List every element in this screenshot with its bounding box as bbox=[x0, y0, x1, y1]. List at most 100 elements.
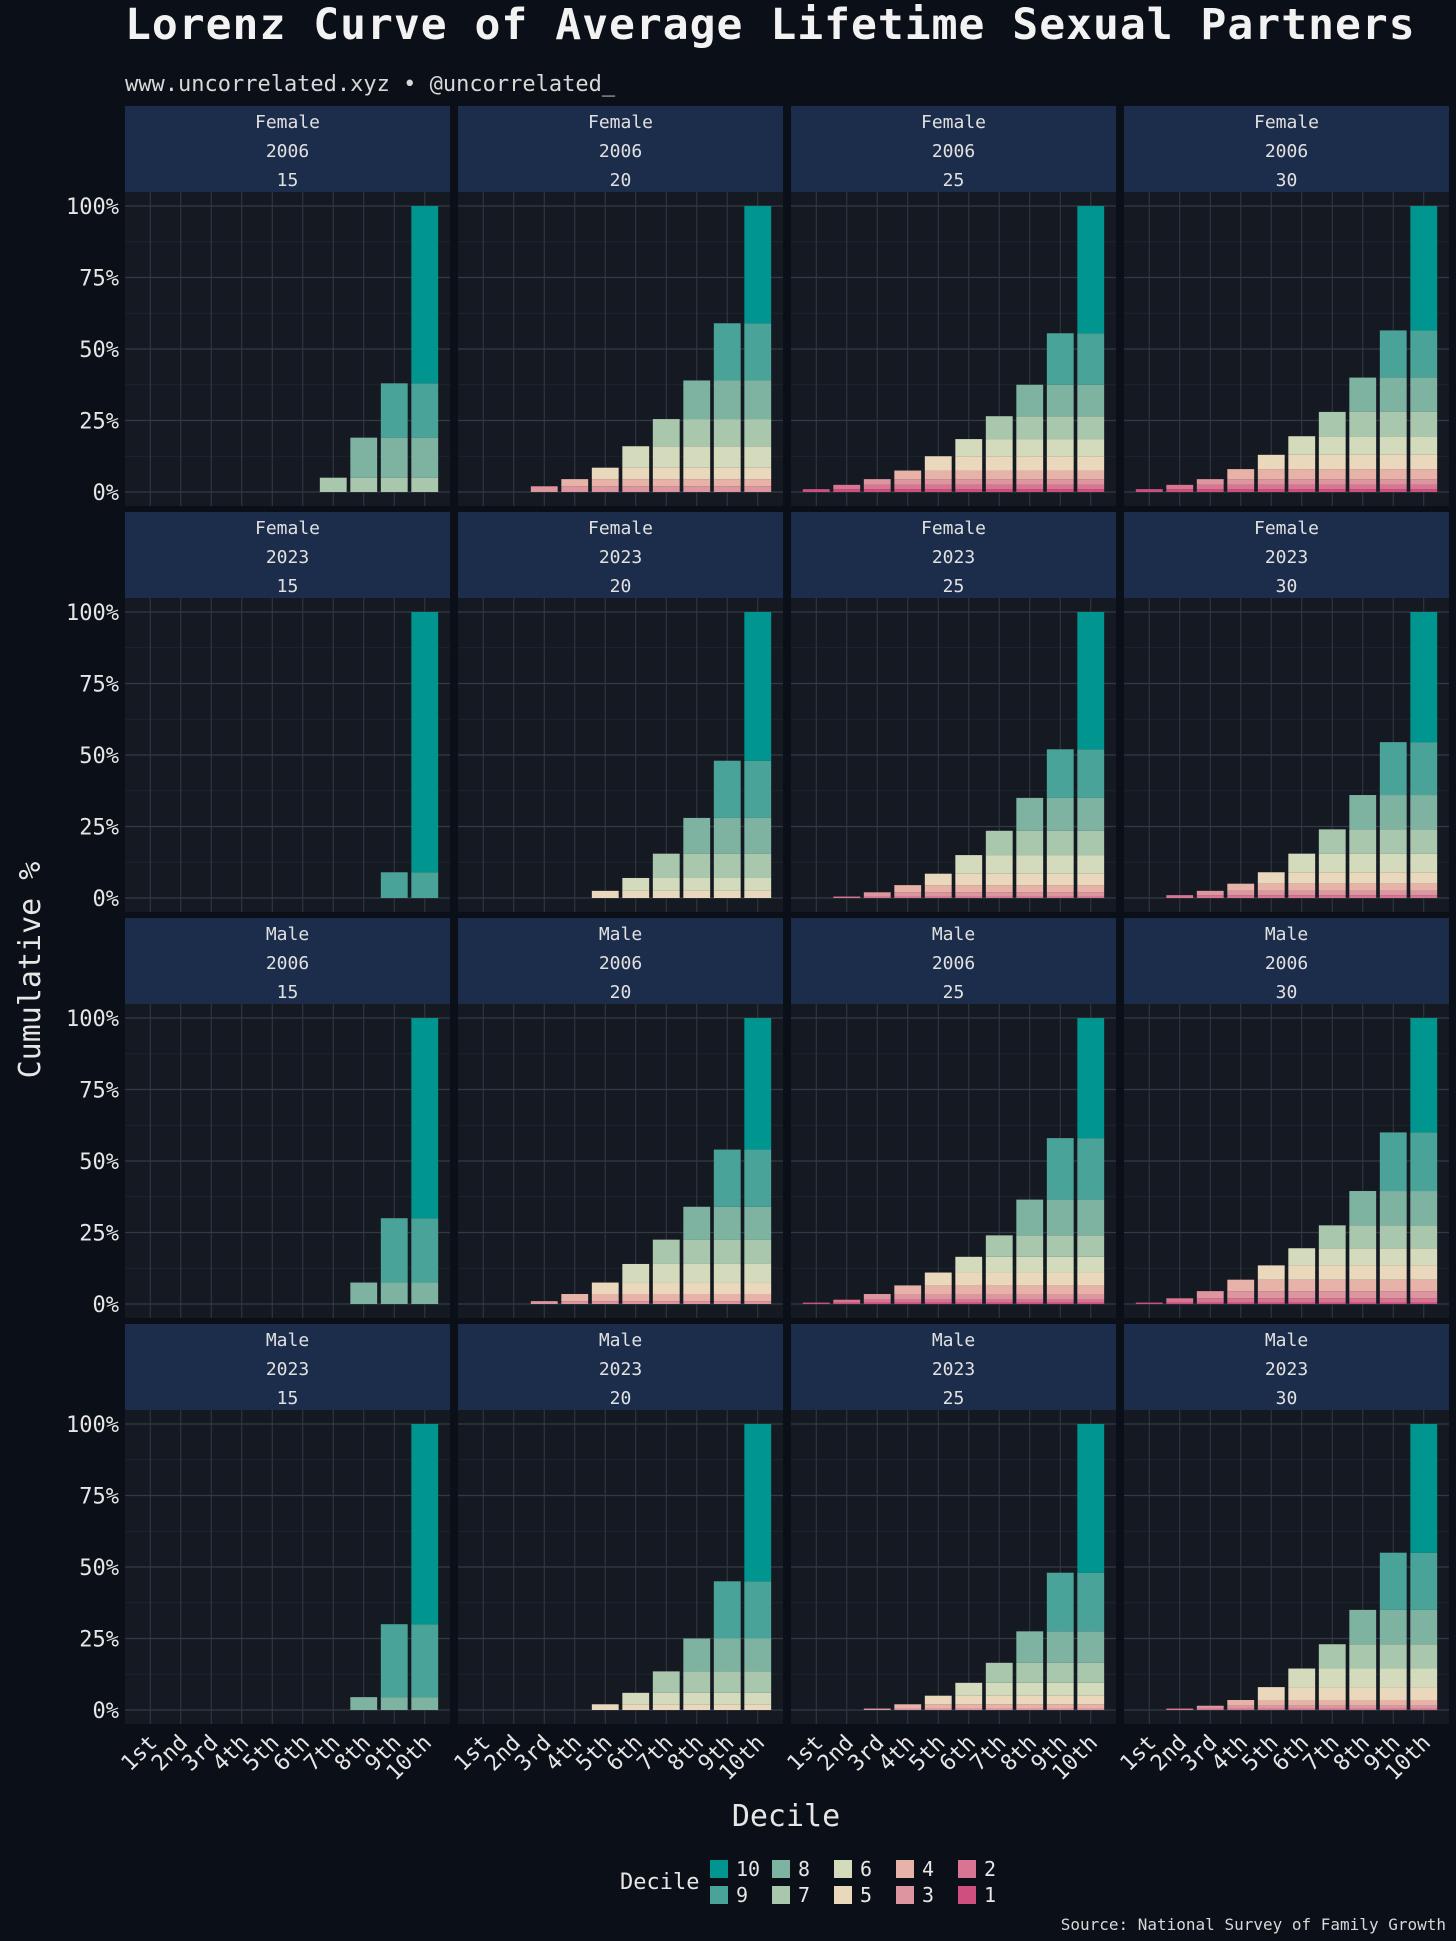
bar-segment-decile-9 bbox=[1077, 1138, 1105, 1200]
bar-segment-decile-5 bbox=[744, 1704, 772, 1710]
bar-segment-decile-2 bbox=[1196, 1298, 1224, 1303]
bar-segment-decile-7 bbox=[1349, 411, 1377, 437]
bar-segment-decile-8 bbox=[350, 1697, 378, 1710]
bar-segment-decile-3 bbox=[894, 1708, 922, 1710]
bar-segment-decile-3 bbox=[1410, 890, 1438, 896]
bar-segment-decile-4 bbox=[744, 479, 772, 487]
bar-segment-decile-2 bbox=[1318, 1298, 1346, 1303]
bar-segment-decile-7 bbox=[411, 477, 439, 492]
legend-label: 2 bbox=[984, 1857, 997, 1881]
bar-segment-decile-5 bbox=[622, 1704, 650, 1710]
facet-strip bbox=[125, 918, 450, 1004]
bar-segment-decile-6 bbox=[985, 1682, 1013, 1696]
bar-segment-decile-6 bbox=[683, 1692, 711, 1705]
bar-segment-decile-6 bbox=[1046, 1256, 1074, 1273]
bar-segment-decile-6 bbox=[652, 877, 680, 891]
bar-segment-decile-7 bbox=[683, 853, 711, 878]
bar-segment-decile-1 bbox=[1227, 1302, 1255, 1304]
bar-segment-decile-6 bbox=[1046, 439, 1074, 457]
bar-segment-decile-4 bbox=[561, 1293, 589, 1302]
y-tick-label: 100% bbox=[66, 195, 119, 220]
bar-segment-decile-4 bbox=[713, 1293, 741, 1302]
bar-segment-decile-6 bbox=[1379, 436, 1407, 455]
bar-segment-decile-1 bbox=[1077, 1302, 1105, 1304]
bar-segment-decile-4 bbox=[1227, 1279, 1255, 1292]
bar-segment-decile-8 bbox=[380, 1282, 408, 1304]
bar-segment-decile-4 bbox=[894, 1704, 922, 1709]
bar-segment-decile-1 bbox=[1318, 1302, 1346, 1304]
facet-strip-label: Female bbox=[255, 112, 320, 133]
bar-segment-decile-3 bbox=[1196, 1705, 1224, 1709]
bar-segment-decile-3 bbox=[1349, 1705, 1377, 1709]
bar-segment-decile-4 bbox=[1227, 883, 1255, 891]
y-tick-label: 50% bbox=[79, 338, 119, 363]
legend-label: 10 bbox=[736, 1857, 761, 1881]
bar-segment-decile-3 bbox=[1077, 892, 1105, 897]
bar-segment-decile-2 bbox=[1410, 484, 1438, 490]
source-caption: Source: National Survey of Family Growth bbox=[1060, 1915, 1446, 1934]
bar-segment-decile-6 bbox=[713, 1692, 741, 1705]
bar-segment-decile-8 bbox=[1349, 1609, 1377, 1645]
bar-segment-decile-1 bbox=[833, 489, 861, 492]
bar-segment-decile-2 bbox=[1379, 1708, 1407, 1710]
bar-segment-decile-7 bbox=[1318, 829, 1346, 854]
bar-segment-decile-2 bbox=[1196, 484, 1224, 490]
bar-segment-decile-6 bbox=[1077, 1682, 1105, 1696]
bar-segment-decile-3 bbox=[1196, 1291, 1224, 1299]
bar-segment-decile-1 bbox=[1257, 1302, 1285, 1304]
facet-strip-label: Female bbox=[921, 518, 986, 539]
bar-segment-decile-3 bbox=[863, 479, 891, 485]
bar-segment-decile-5 bbox=[591, 467, 619, 480]
bar-segment-decile-1 bbox=[1077, 489, 1105, 492]
bar-segment-decile-9 bbox=[1379, 330, 1407, 378]
bar-segment-decile-2 bbox=[1257, 1298, 1285, 1303]
facet-strip-label: 15 bbox=[277, 170, 299, 191]
bar-segment-decile-6 bbox=[1288, 1668, 1316, 1688]
bar-segment-decile-6 bbox=[985, 1256, 1013, 1273]
bar-segment-decile-8 bbox=[1046, 384, 1074, 417]
bar-segment-decile-9 bbox=[380, 1624, 408, 1698]
bar-segment-decile-10 bbox=[1077, 612, 1105, 750]
legend-label: 8 bbox=[798, 1857, 811, 1881]
bar-segment-decile-3 bbox=[894, 479, 922, 485]
bar-segment-decile-2 bbox=[1318, 1708, 1346, 1710]
facet-strip-label: 30 bbox=[1276, 170, 1298, 191]
bar-segment-decile-6 bbox=[1318, 1668, 1346, 1688]
bar-segment-decile-5 bbox=[713, 1704, 741, 1710]
bar-segment-decile-7 bbox=[350, 477, 378, 492]
bar-segment-decile-6 bbox=[955, 1256, 983, 1273]
bar-segment-decile-3 bbox=[1288, 1291, 1316, 1299]
bar-segment-decile-3 bbox=[985, 892, 1013, 897]
bar-segment-decile-3 bbox=[1349, 890, 1377, 896]
bar-segment-decile-7 bbox=[1379, 829, 1407, 854]
bar-segment-decile-9 bbox=[744, 760, 772, 818]
bar-segment-decile-3 bbox=[1016, 892, 1044, 897]
bar-segment-decile-5 bbox=[744, 1282, 772, 1294]
bar-segment-decile-5 bbox=[1379, 1687, 1407, 1700]
bar-segment-decile-6 bbox=[744, 877, 772, 891]
y-axis-title: Cumulative % bbox=[13, 862, 48, 1079]
bar-segment-decile-7 bbox=[652, 1239, 680, 1264]
bar-segment-decile-2 bbox=[863, 896, 891, 898]
bar-segment-decile-4 bbox=[1318, 469, 1346, 480]
bar-segment-decile-3 bbox=[744, 486, 772, 492]
bar-segment-decile-5 bbox=[683, 1704, 711, 1710]
bar-segment-decile-2 bbox=[955, 896, 983, 898]
bar-segment-decile-3 bbox=[622, 486, 650, 492]
bar-segment-decile-9 bbox=[713, 323, 741, 381]
y-tick-label: 25% bbox=[79, 1222, 119, 1247]
bar-segment-decile-3 bbox=[652, 486, 680, 492]
bar-segment-decile-4 bbox=[894, 1285, 922, 1294]
bar-segment-decile-8 bbox=[1046, 797, 1074, 831]
bar-segment-decile-1 bbox=[1135, 489, 1163, 492]
legend-label: 6 bbox=[860, 1857, 873, 1881]
bar-segment-decile-6 bbox=[1379, 1668, 1407, 1688]
bar-segment-decile-6 bbox=[955, 1682, 983, 1696]
bar-segment-decile-6 bbox=[1016, 1682, 1044, 1696]
bar-segment-decile-6 bbox=[1410, 1668, 1438, 1688]
bar-segment-decile-6 bbox=[652, 446, 680, 468]
legend-swatch bbox=[896, 1860, 914, 1878]
bar-segment-decile-1 bbox=[1016, 1302, 1044, 1304]
bar-segment-decile-10 bbox=[1077, 206, 1105, 334]
bar-segment-decile-2 bbox=[1257, 895, 1285, 898]
